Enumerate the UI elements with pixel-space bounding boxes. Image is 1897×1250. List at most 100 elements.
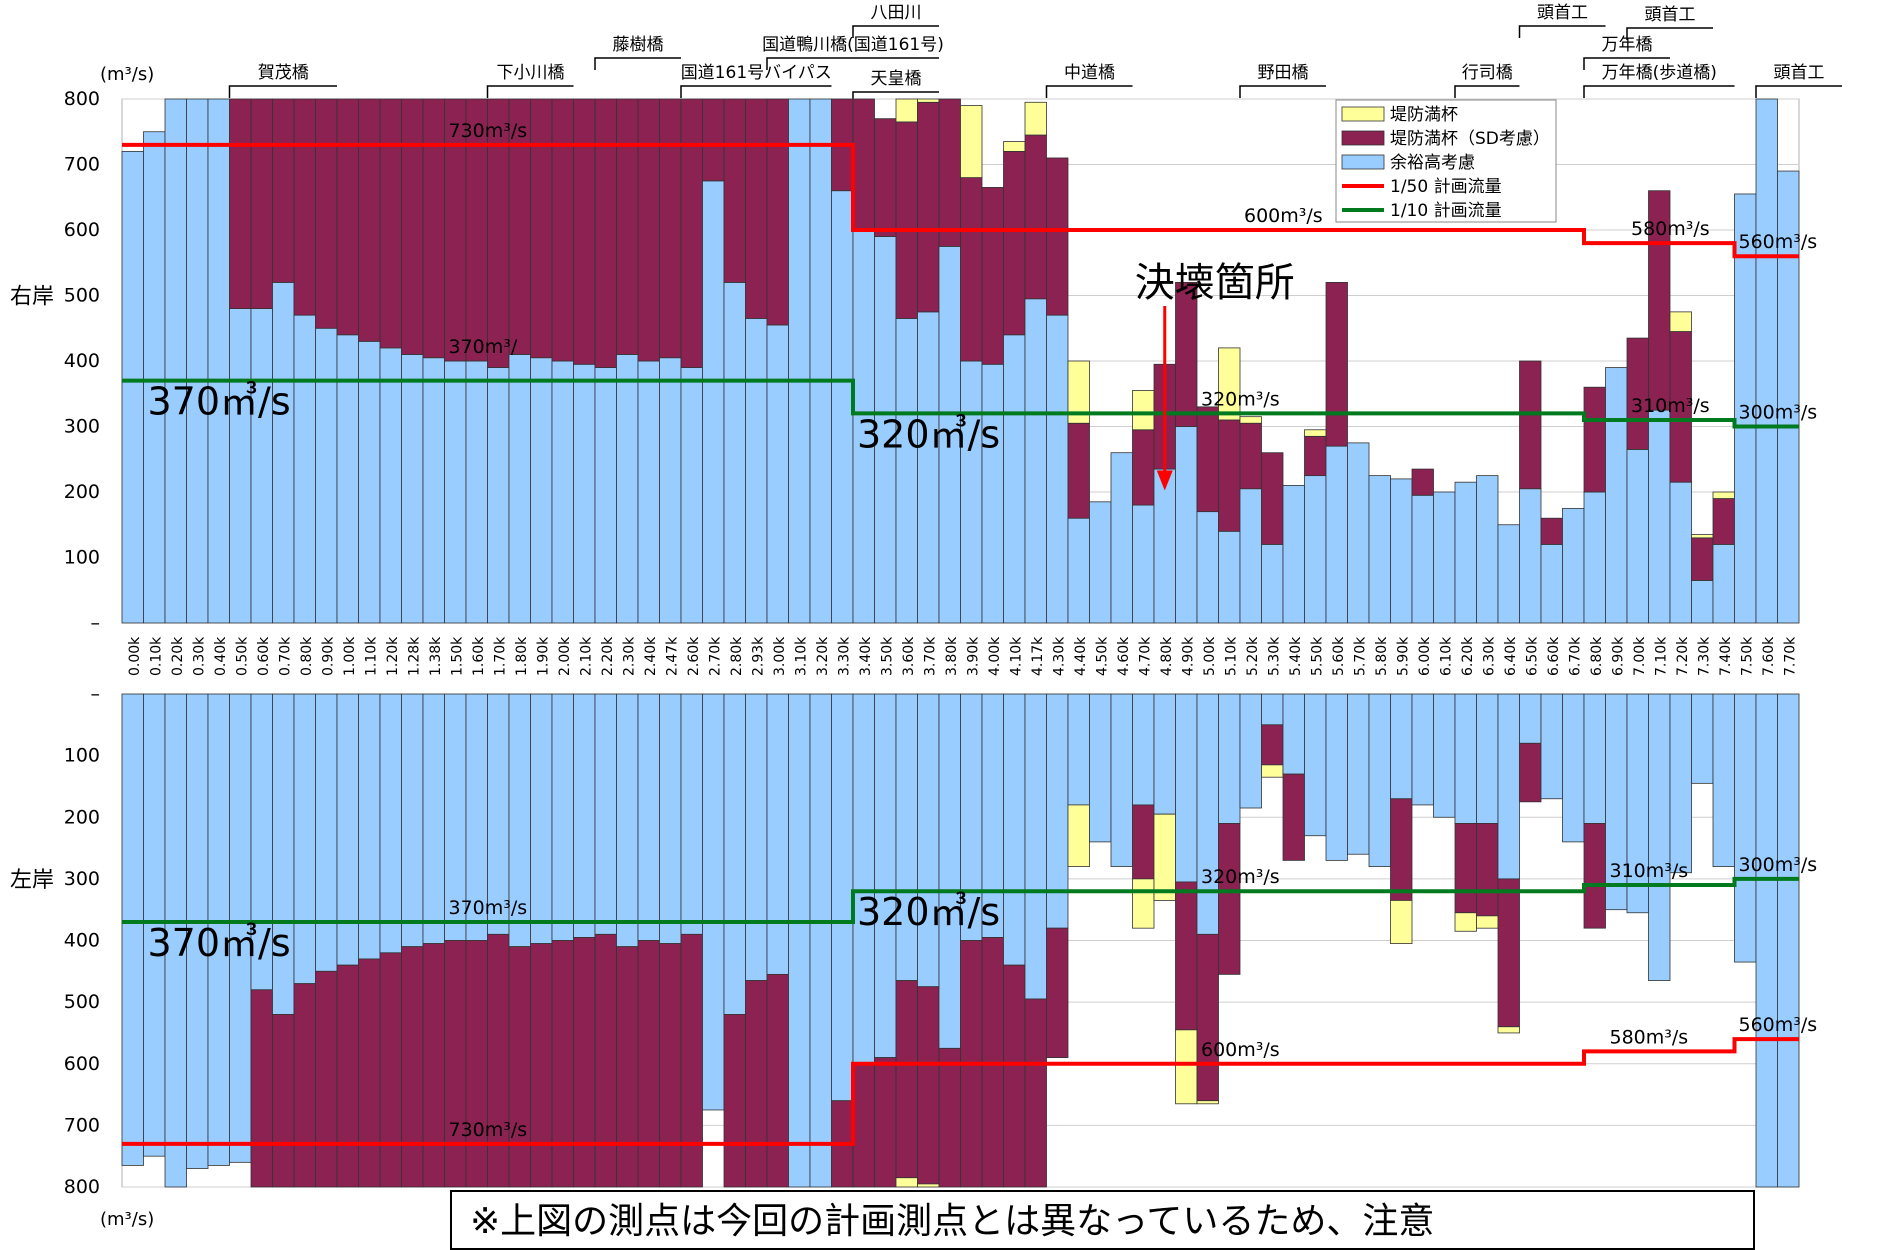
x-tick-label: 5.70k — [1352, 636, 1368, 676]
bar-maroon — [508, 946, 531, 1188]
bar-blue — [1261, 544, 1284, 624]
bar-blue — [1755, 98, 1778, 624]
bar-maroon — [250, 98, 273, 310]
bridge-marker — [1045, 85, 1133, 98]
bridge-marker — [1755, 85, 1842, 98]
line-value-label: 310m³/s — [1610, 860, 1689, 882]
bar-blue — [1712, 544, 1735, 624]
breach-arrow-head — [1156, 470, 1173, 491]
bar-maroon — [938, 98, 961, 247]
bridge-marker — [680, 85, 832, 98]
bar-maroon — [874, 118, 897, 237]
bar-maroon — [272, 1014, 295, 1188]
y-tick-label: 300 — [64, 416, 100, 438]
bar-maroon — [616, 98, 639, 355]
x-tick-label: 5.80k — [1374, 636, 1390, 676]
bar-blue — [143, 131, 166, 624]
bar-blue — [272, 693, 295, 1015]
bar-blue — [121, 693, 144, 1166]
bar-maroon — [1626, 337, 1649, 450]
bar-maroon — [401, 946, 424, 1188]
y-tick-label: 100 — [64, 547, 100, 569]
bar-maroon — [917, 101, 940, 313]
bar-blue — [1734, 693, 1757, 963]
bridge-marker — [1518, 25, 1606, 38]
bar-blue — [723, 693, 746, 1015]
x-tick-label: 7.40k — [1718, 636, 1734, 676]
bar-blue — [551, 693, 574, 941]
bar-maroon — [1583, 823, 1606, 929]
x-tick-label: 0.70k — [277, 636, 293, 676]
x-tick-label: 4.17k — [1030, 636, 1046, 676]
bar-blue — [1282, 485, 1305, 624]
bar-yellow — [1691, 534, 1714, 539]
bar-blue — [1777, 170, 1800, 624]
bar-blue — [250, 308, 273, 624]
bar-maroon — [551, 98, 574, 362]
x-axis-labels: 0.00k 0.10k 0.20k 0.30k 0.40k 0.50k 0.60k 0.70k… — [127, 636, 1799, 676]
bar-maroon — [960, 177, 983, 362]
bar-yellow — [1218, 347, 1241, 421]
x-tick-label: 3.90k — [965, 636, 981, 676]
bar-yellow — [1669, 311, 1692, 332]
line-value-label: 560m³/s — [1739, 231, 1818, 253]
bar-blue — [809, 693, 832, 1188]
x-tick-label: 0.00k — [127, 636, 143, 676]
bar-maroon — [594, 933, 617, 1188]
x-tick-label: 3.30k — [836, 636, 852, 676]
x-tick-label: 2.93k — [750, 636, 766, 676]
x-tick-label: 0.50k — [234, 636, 250, 676]
bridge-marker — [1626, 27, 1713, 40]
y-tick-label: 700 — [64, 1114, 100, 1136]
bar-blue — [895, 318, 918, 624]
x-tick-label: 5.60k — [1331, 636, 1347, 676]
bar-maroon — [594, 98, 617, 368]
bridge-label: 頭首工 — [1645, 5, 1696, 25]
bar-blue — [1497, 524, 1520, 624]
bar-blue — [723, 281, 746, 624]
bar-blue — [401, 354, 424, 624]
y-tick-label: 600 — [64, 219, 100, 241]
bar-blue — [1626, 449, 1649, 624]
line-value-label: 730m³/s — [449, 120, 528, 142]
bar-maroon — [422, 943, 445, 1188]
bar-yellow — [895, 1177, 918, 1188]
bridge-label: 天皇橋 — [871, 69, 922, 89]
bar-blue — [336, 693, 359, 966]
bar-blue — [917, 693, 940, 988]
bar-maroon — [379, 952, 402, 1188]
y-tick-label: 500 — [64, 285, 100, 307]
x-tick-label: 6.90k — [1610, 636, 1626, 676]
bar-blue — [1110, 452, 1133, 624]
breach-label: 決壊箇所 — [1135, 260, 1295, 306]
bar-maroon — [1196, 933, 1219, 1102]
bridge-label: 万年橋 — [1602, 35, 1653, 55]
bar-maroon — [1239, 422, 1262, 490]
bar-blue — [788, 98, 811, 624]
axis-unit-label: (m³/s) — [100, 64, 154, 85]
x-tick-label: 3.10k — [793, 636, 809, 676]
y-tick-label: 400 — [64, 930, 100, 952]
bar-blue — [487, 367, 510, 624]
bar-maroon — [766, 973, 789, 1188]
bar-blue — [1239, 693, 1262, 809]
x-tick-label: 1.38k — [428, 636, 444, 676]
bar-blue — [422, 357, 445, 624]
bar-blue — [680, 367, 703, 624]
bar-blue — [1067, 517, 1090, 624]
bar-blue — [1669, 481, 1692, 624]
bar-blue — [637, 360, 660, 624]
bar-blue — [895, 693, 918, 981]
bar-maroon — [680, 98, 703, 368]
bar-blue — [164, 98, 187, 624]
bar-maroon — [1196, 406, 1219, 513]
bar-blue — [1067, 693, 1090, 806]
bar-blue — [1669, 693, 1692, 874]
bridge-label: 国道161号バイパス — [681, 63, 832, 83]
bar-maroon — [1411, 468, 1434, 496]
x-tick-label: 1.90k — [535, 636, 551, 676]
bar-maroon — [551, 940, 574, 1188]
legend-swatch — [1341, 130, 1385, 146]
bar-maroon — [1648, 190, 1671, 411]
bar-maroon — [444, 940, 467, 1188]
